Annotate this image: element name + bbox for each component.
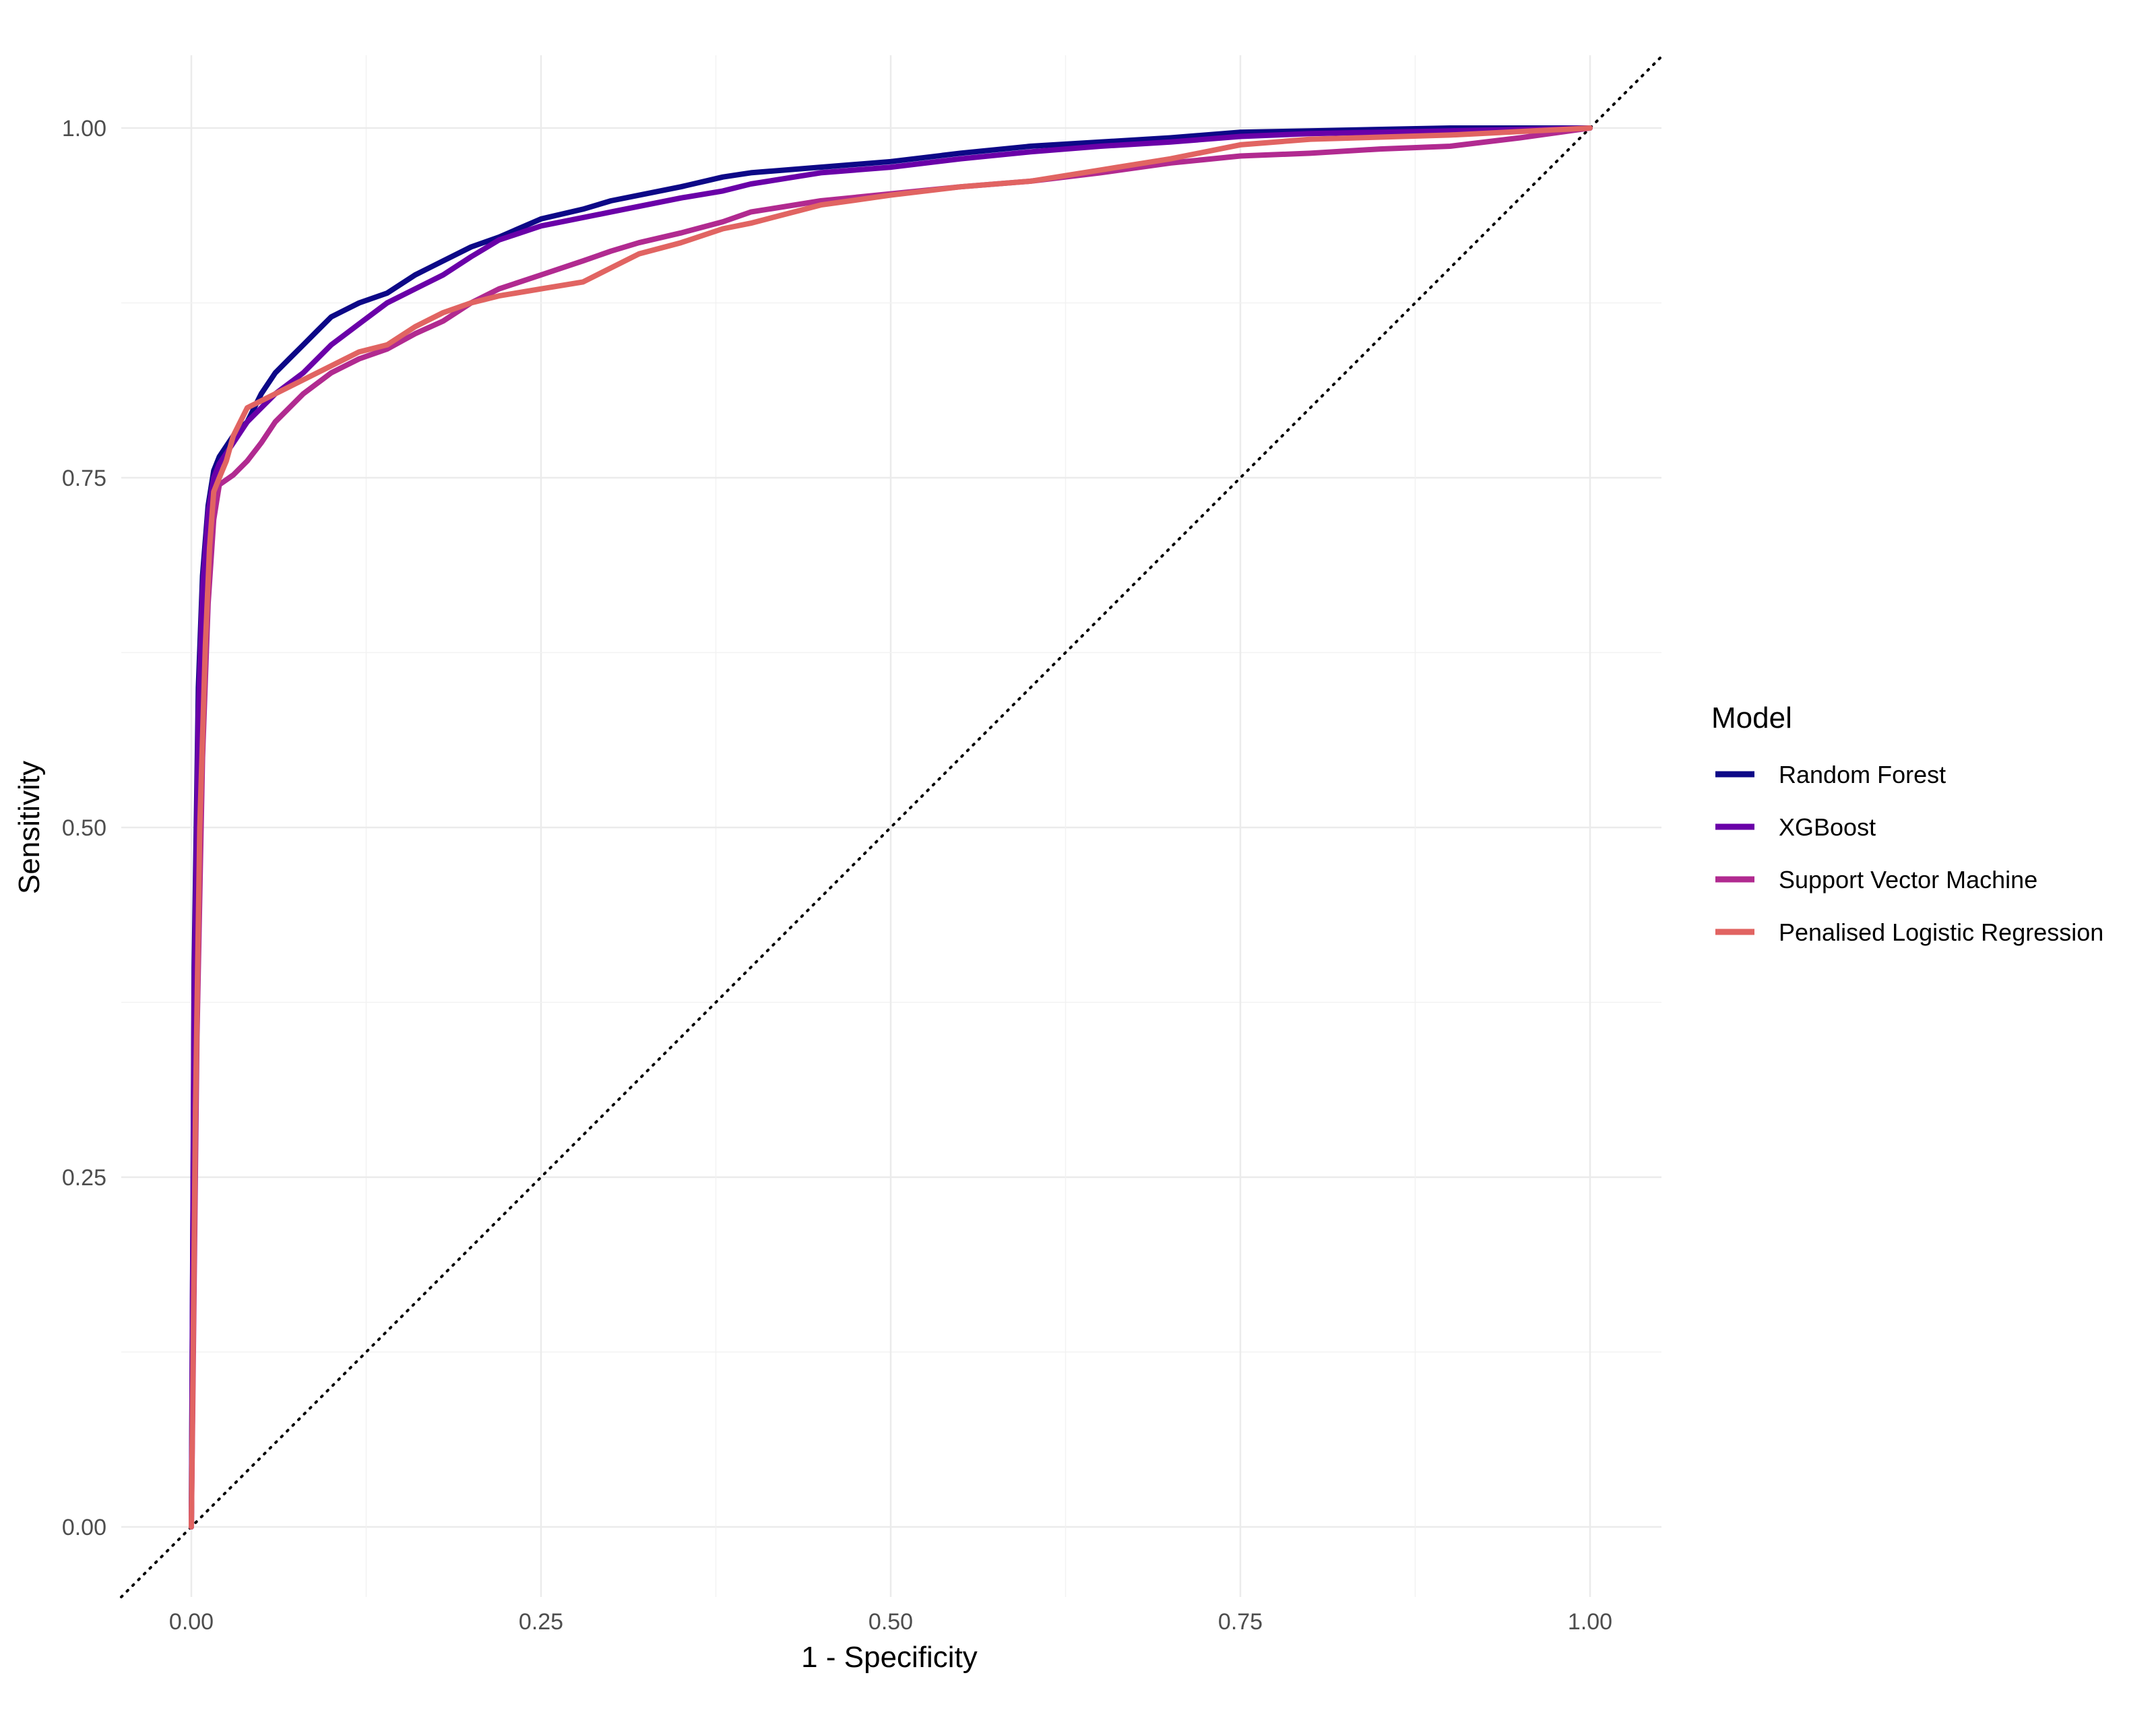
legend-label: Penalised Logistic Regression <box>1779 918 2103 946</box>
x-tick-label: 0.25 <box>519 1609 563 1635</box>
y-tick-label: 0.75 <box>62 466 106 491</box>
y-axis-title: Sensitivity <box>13 761 46 894</box>
legend-label: XGBoost <box>1779 813 1876 841</box>
x-axis-ticks: 0.00 0.25 0.50 0.75 1.00 <box>169 1609 1612 1635</box>
y-tick-label: 1.00 <box>62 116 106 142</box>
series-lines <box>189 125 1593 1530</box>
legend-item: Random Forest <box>1715 761 1946 788</box>
legend: Model Random Forest XGBoost Support Vector… <box>1711 701 2103 946</box>
y-tick-label: 0.25 <box>62 1165 106 1191</box>
series-line-random-forest <box>189 125 1593 1530</box>
x-axis-title: 1 - Specificity <box>801 1641 978 1674</box>
grid <box>121 55 1661 1597</box>
series-line-support-vector-machine <box>189 125 1593 1530</box>
legend-title: Model <box>1711 701 1792 734</box>
series-line-xgboost <box>189 125 1593 1530</box>
x-tick-label: 0.75 <box>1218 1609 1263 1635</box>
x-tick-label: 1.00 <box>1568 1609 1612 1635</box>
legend-label: Support Vector Machine <box>1779 866 2037 893</box>
y-axis-ticks: 0.00 0.25 0.50 0.75 1.00 <box>62 116 106 1540</box>
x-tick-label: 0.00 <box>169 1609 214 1635</box>
diagonal-reference-line <box>120 55 1663 1598</box>
legend-item: Penalised Logistic Regression <box>1715 918 2103 946</box>
reference-diagonal <box>120 55 1663 1598</box>
x-tick-label: 0.50 <box>868 1609 913 1635</box>
legend-label: Random Forest <box>1779 761 1946 788</box>
y-tick-label: 0.00 <box>62 1515 106 1540</box>
legend-item: Support Vector Machine <box>1715 866 2037 893</box>
series-line-penalised-logistic-regression <box>189 125 1593 1530</box>
y-tick-label: 0.50 <box>62 815 106 841</box>
legend-item: XGBoost <box>1715 813 1876 841</box>
